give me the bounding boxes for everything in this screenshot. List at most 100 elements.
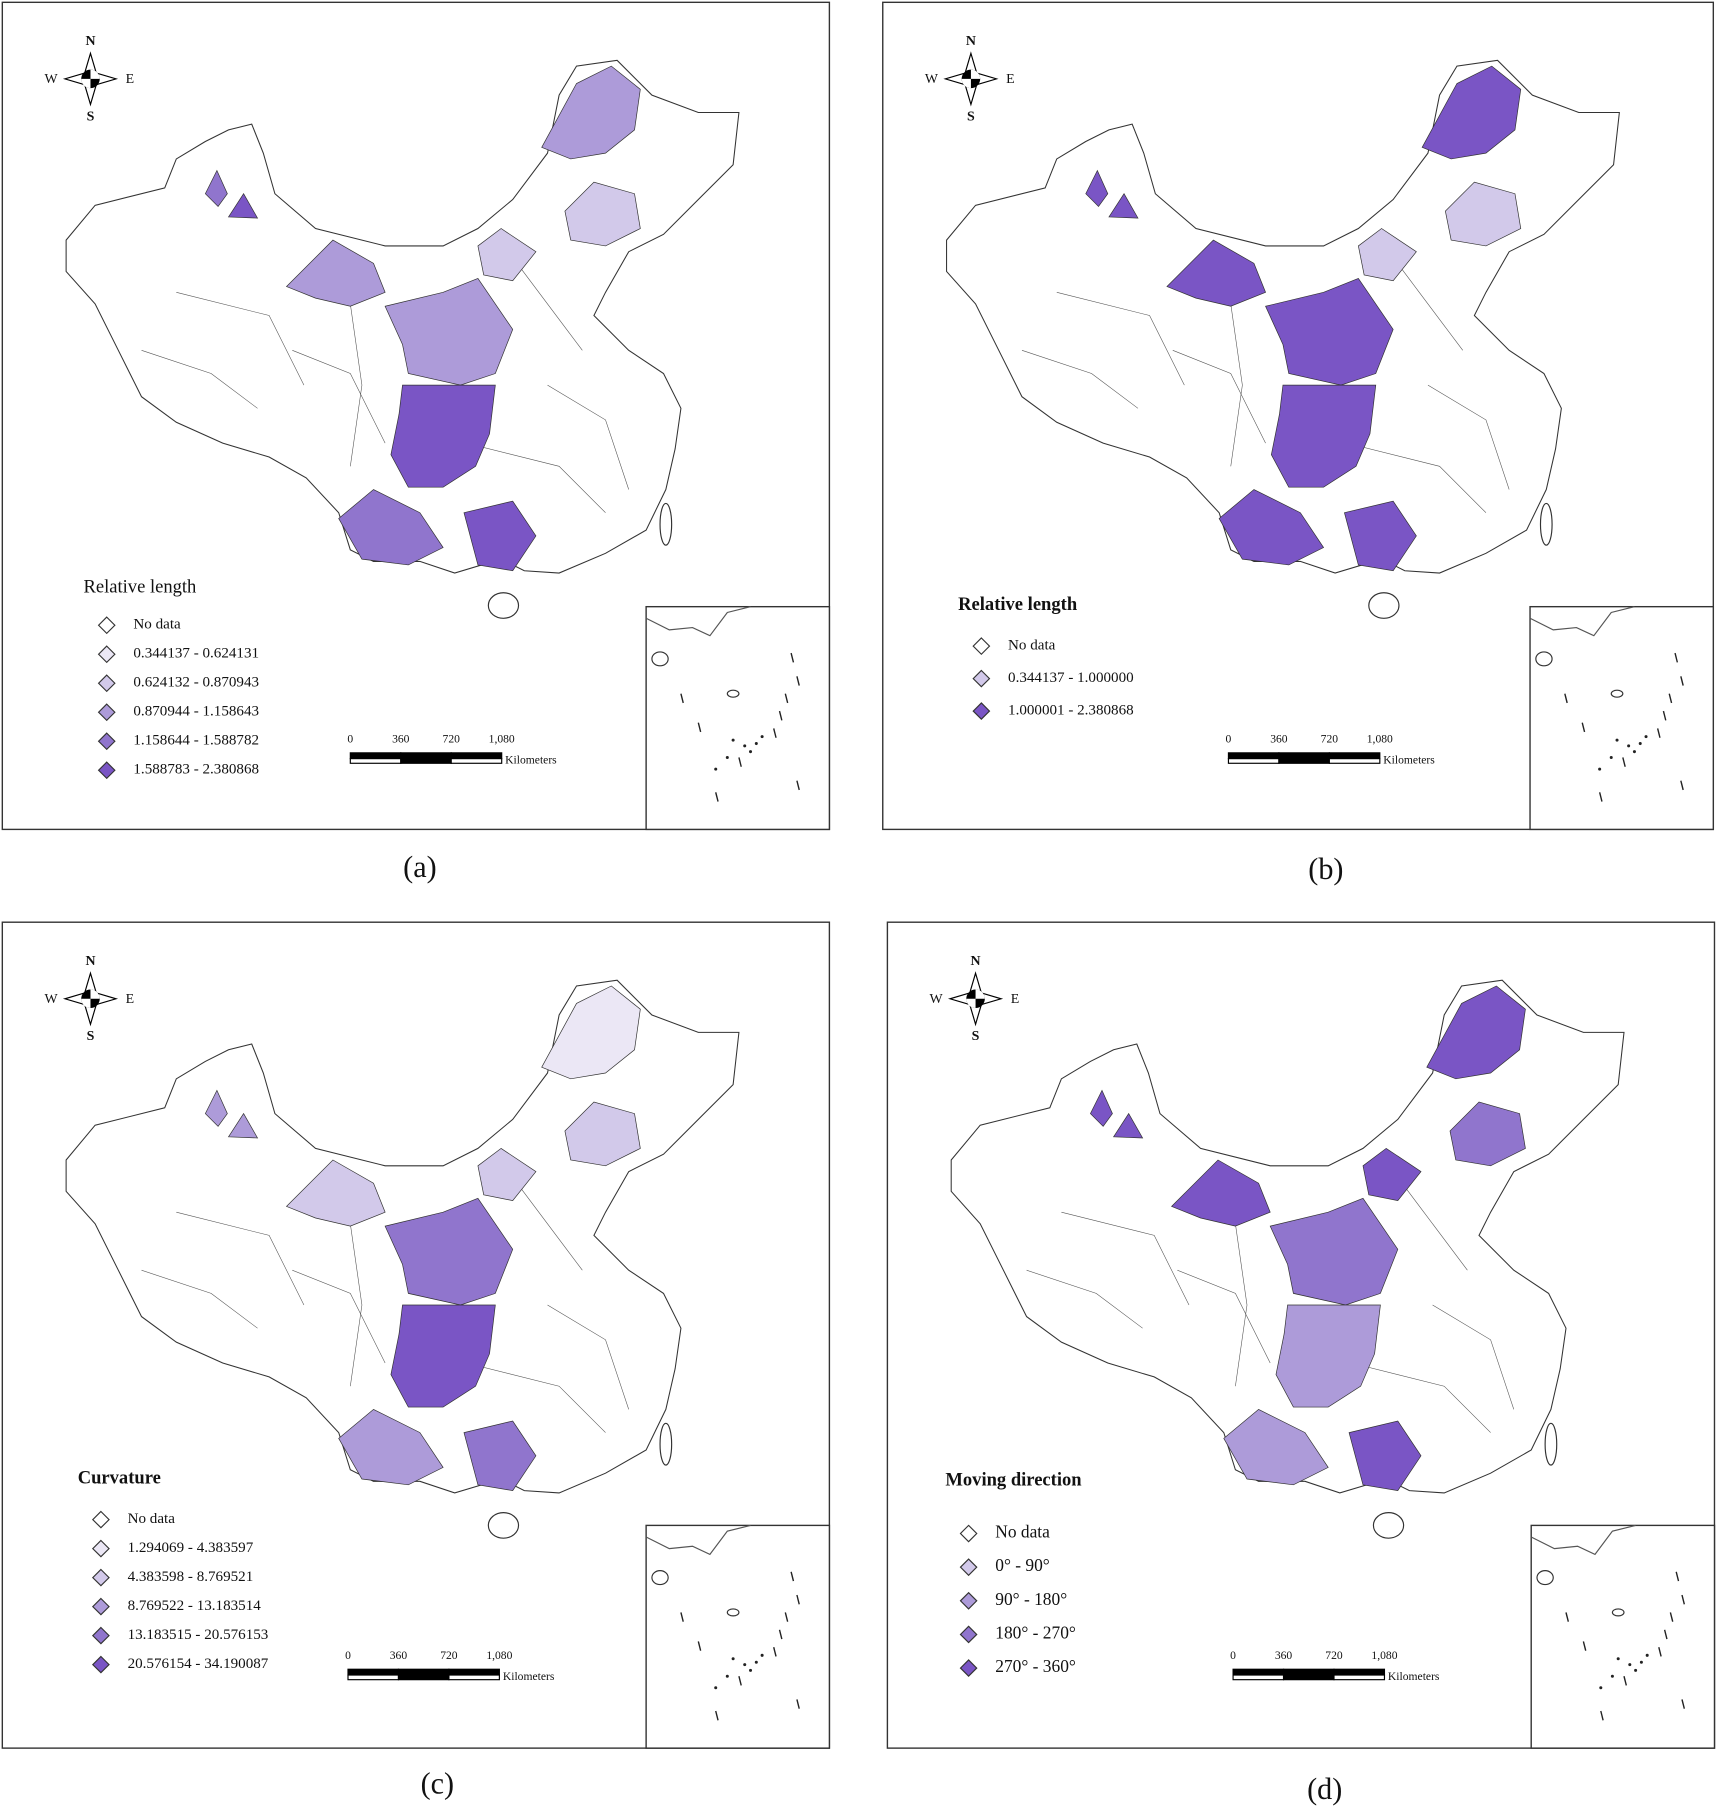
- legend-label: 0.344137 - 0.624131: [133, 646, 259, 662]
- legend-swatch: [959, 1659, 978, 1678]
- legend-swatch: [97, 616, 116, 635]
- compass-quadrant: [81, 989, 100, 1009]
- scale-label: 1,080: [1371, 1649, 1397, 1662]
- region: [1421, 65, 1522, 160]
- inset-island: [651, 651, 669, 667]
- panel-caption: (c): [421, 1766, 454, 1800]
- compass-quadrant: [81, 69, 100, 89]
- region: [564, 1101, 641, 1167]
- inset-dot: [1634, 1668, 1638, 1672]
- boundary: [1397, 1177, 1468, 1271]
- legend-swatch: [91, 1510, 110, 1529]
- scale-segment: [448, 1668, 500, 1676]
- region: [564, 181, 641, 247]
- legend-swatch: [959, 1591, 978, 1610]
- legend-swatch: [97, 703, 116, 722]
- region: [1112, 1112, 1144, 1139]
- boundary: [141, 350, 258, 409]
- inset-dot: [714, 767, 718, 771]
- inset-dash: [1582, 1641, 1587, 1651]
- inset-dot: [1632, 750, 1636, 754]
- inset-dash: [796, 676, 800, 686]
- legend-swatch: [972, 702, 991, 721]
- region: [463, 1420, 537, 1491]
- region: [227, 193, 259, 219]
- inset-dot: [743, 744, 747, 748]
- boundary: [466, 1362, 606, 1433]
- legend-label: No data: [133, 617, 181, 633]
- compass-e: E: [126, 72, 134, 87]
- inset-dash: [1675, 1571, 1680, 1582]
- boundary: [350, 303, 363, 467]
- legend-swatch: [97, 645, 116, 664]
- panel-caption: (a): [403, 850, 436, 884]
- inset-dot: [1628, 1663, 1632, 1667]
- boundary: [512, 257, 583, 351]
- legend-swatch: [97, 761, 116, 780]
- region: [477, 228, 537, 282]
- scale-segment: [400, 752, 452, 760]
- inset-dot: [743, 1663, 747, 1667]
- inset-dash: [1662, 710, 1667, 721]
- inset-coast: [1529, 606, 1635, 637]
- compass-n: N: [966, 34, 976, 49]
- inset-dot: [1639, 1660, 1643, 1664]
- region: [477, 1147, 537, 1201]
- inset-dash: [680, 1612, 684, 1622]
- legend-label: 1.158644 - 1.588782: [133, 733, 259, 749]
- scale-segment: [1282, 1668, 1335, 1676]
- boundary: [1021, 350, 1139, 409]
- region: [1265, 277, 1394, 386]
- scale-label: 720: [1325, 1649, 1343, 1662]
- legend-label: 0.624132 - 0.870943: [133, 675, 259, 691]
- compass-s: S: [87, 109, 95, 124]
- region: [285, 1159, 386, 1227]
- region: [1269, 1197, 1399, 1306]
- legend-label: 8.769522 - 13.183514: [128, 1598, 262, 1614]
- inset-coast: [645, 1524, 751, 1556]
- legend-swatch: [97, 674, 116, 693]
- inset-coast: [645, 606, 751, 637]
- inset-coast: [1530, 1524, 1636, 1556]
- inset-frame: [645, 605, 831, 831]
- region: [1218, 489, 1325, 566]
- region: [390, 1304, 496, 1408]
- boundary: [466, 442, 606, 513]
- scale-segment: [1232, 1674, 1285, 1681]
- scale-unit: Kilometers: [505, 754, 557, 767]
- boundary: [1177, 1269, 1271, 1364]
- scale-label: 0: [1230, 1649, 1236, 1662]
- region: [1166, 239, 1267, 307]
- scale-segment: [347, 1668, 400, 1676]
- legend-label: 13.183515 - 20.576153: [128, 1627, 269, 1643]
- legend-swatch: [97, 732, 116, 751]
- legend-title: Moving direction: [945, 1470, 1082, 1491]
- boundary: [292, 1269, 386, 1364]
- legend-swatch: [91, 1568, 110, 1587]
- inset-dot: [754, 742, 758, 746]
- inset-dash: [790, 1571, 795, 1582]
- scale-label: 1,080: [486, 1649, 512, 1662]
- inset-dash: [790, 652, 795, 663]
- inset-island: [726, 689, 740, 698]
- region: [541, 985, 641, 1080]
- boundary: [1230, 303, 1243, 467]
- scale-label: 720: [440, 1649, 458, 1662]
- inset-dot: [1645, 1653, 1649, 1657]
- legend-label: 0° - 90°: [995, 1555, 1050, 1575]
- boundary: [1432, 1304, 1515, 1410]
- inset-dash: [1681, 1594, 1685, 1605]
- inset-dash: [1623, 1676, 1627, 1686]
- inset-frame: [1529, 605, 1715, 831]
- region: [204, 169, 228, 208]
- scale-segment: [397, 1668, 450, 1676]
- scale-label: 360: [1270, 733, 1288, 746]
- compass-n: N: [971, 954, 981, 969]
- boundary: [547, 384, 629, 490]
- inset-dash: [784, 693, 789, 704]
- scale-label: 360: [1275, 1649, 1293, 1662]
- legend-title: Curvature: [78, 1467, 161, 1488]
- island: [1544, 1422, 1558, 1466]
- boundary: [1346, 442, 1487, 513]
- island: [1372, 1512, 1405, 1539]
